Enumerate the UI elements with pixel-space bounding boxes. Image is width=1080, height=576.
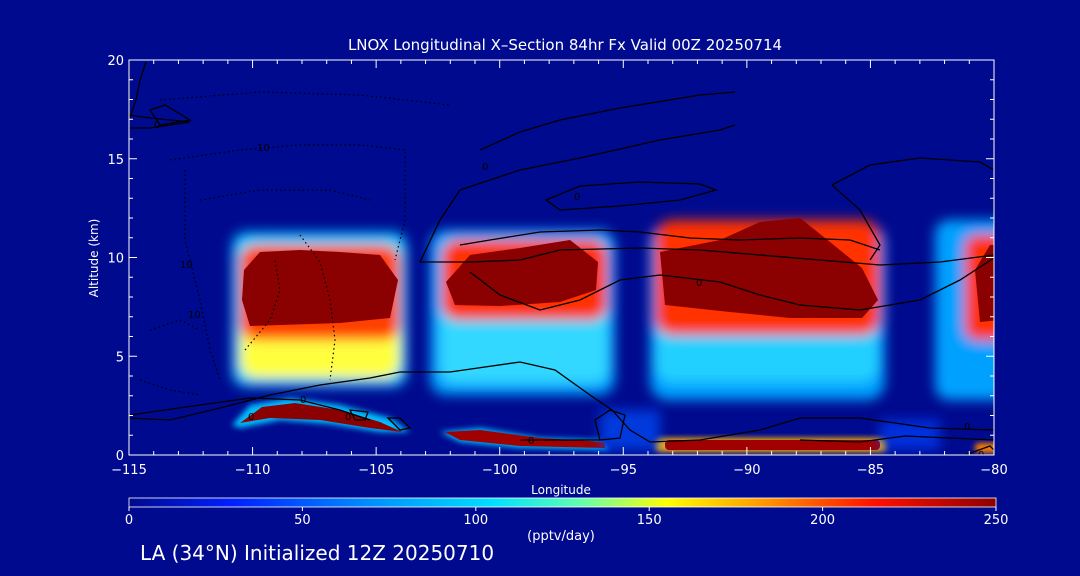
y-tick-label: 20 [107, 54, 124, 69]
y-tick-label: 5 [116, 350, 124, 365]
y-axis: 0 5 10 15 20 [107, 54, 994, 464]
chart-title: LNOX Longitudinal X–Section 84hr Fx Vali… [348, 36, 782, 54]
contour-label: 10 [257, 143, 270, 154]
contour-label: 0 [528, 436, 534, 447]
contour-label: 0 [482, 162, 488, 173]
contour-label: 10 [180, 260, 193, 271]
colorbar-tick-label: 100 [463, 513, 488, 528]
x-tick-label: −95 [610, 463, 637, 478]
x-tick-label: −90 [733, 463, 760, 478]
y-tick-label: 10 [107, 252, 124, 267]
x-tick-label: −115 [111, 463, 147, 478]
x-axis: −115 −110 −105 −100 −95 −90 −85 −80 [111, 60, 1008, 478]
colorbar [128, 497, 997, 508]
colorbar-tick-label: 200 [810, 513, 835, 528]
x-tick-label: −110 [235, 463, 271, 478]
x-axis-label: Longitude [531, 483, 591, 497]
plot-area: 0 0 0 0 0 0 0 0 10 10 10 0 0 [129, 60, 994, 461]
colorbar-tick-label: 250 [984, 513, 1009, 528]
y-tick-label: 0 [116, 449, 124, 464]
contour-label: 0 [248, 412, 254, 423]
contour-label: 0 [964, 422, 970, 433]
x-tick-label: −80 [980, 463, 1007, 478]
contour-label: 0 [696, 278, 702, 289]
footer-caption: LA (34°N) Initialized 12Z 20250710 [140, 541, 495, 565]
contour-label: 0 [345, 412, 351, 423]
heatmap-field [232, 218, 994, 453]
contour-label: 0 [154, 120, 160, 131]
colorbar-tick-label: 150 [637, 513, 662, 528]
x-tick-label: −100 [482, 463, 518, 478]
contour-label: 0 [574, 192, 580, 203]
colorbar-tick-label: 50 [294, 513, 311, 528]
contour-label: 0 [978, 450, 984, 461]
y-tick-label: 15 [107, 153, 124, 168]
dotted-contours [139, 91, 451, 396]
colorbar-axis: 0 50 100 150 200 250 [125, 507, 1009, 528]
x-tick-label: −105 [358, 463, 394, 478]
x-tick-label: −85 [857, 463, 884, 478]
y-axis-label: Altitude (km) [87, 219, 101, 298]
contour-label: 0 [300, 395, 306, 406]
contour-label-group: 0 0 0 0 0 0 0 0 10 10 10 0 0 [154, 120, 984, 461]
colorbar-unit: (pptv/day) [527, 529, 595, 544]
colorbar-tick-label: 0 [125, 513, 133, 528]
contour-lines [129, 60, 994, 455]
contour-label: 10 [188, 310, 201, 321]
